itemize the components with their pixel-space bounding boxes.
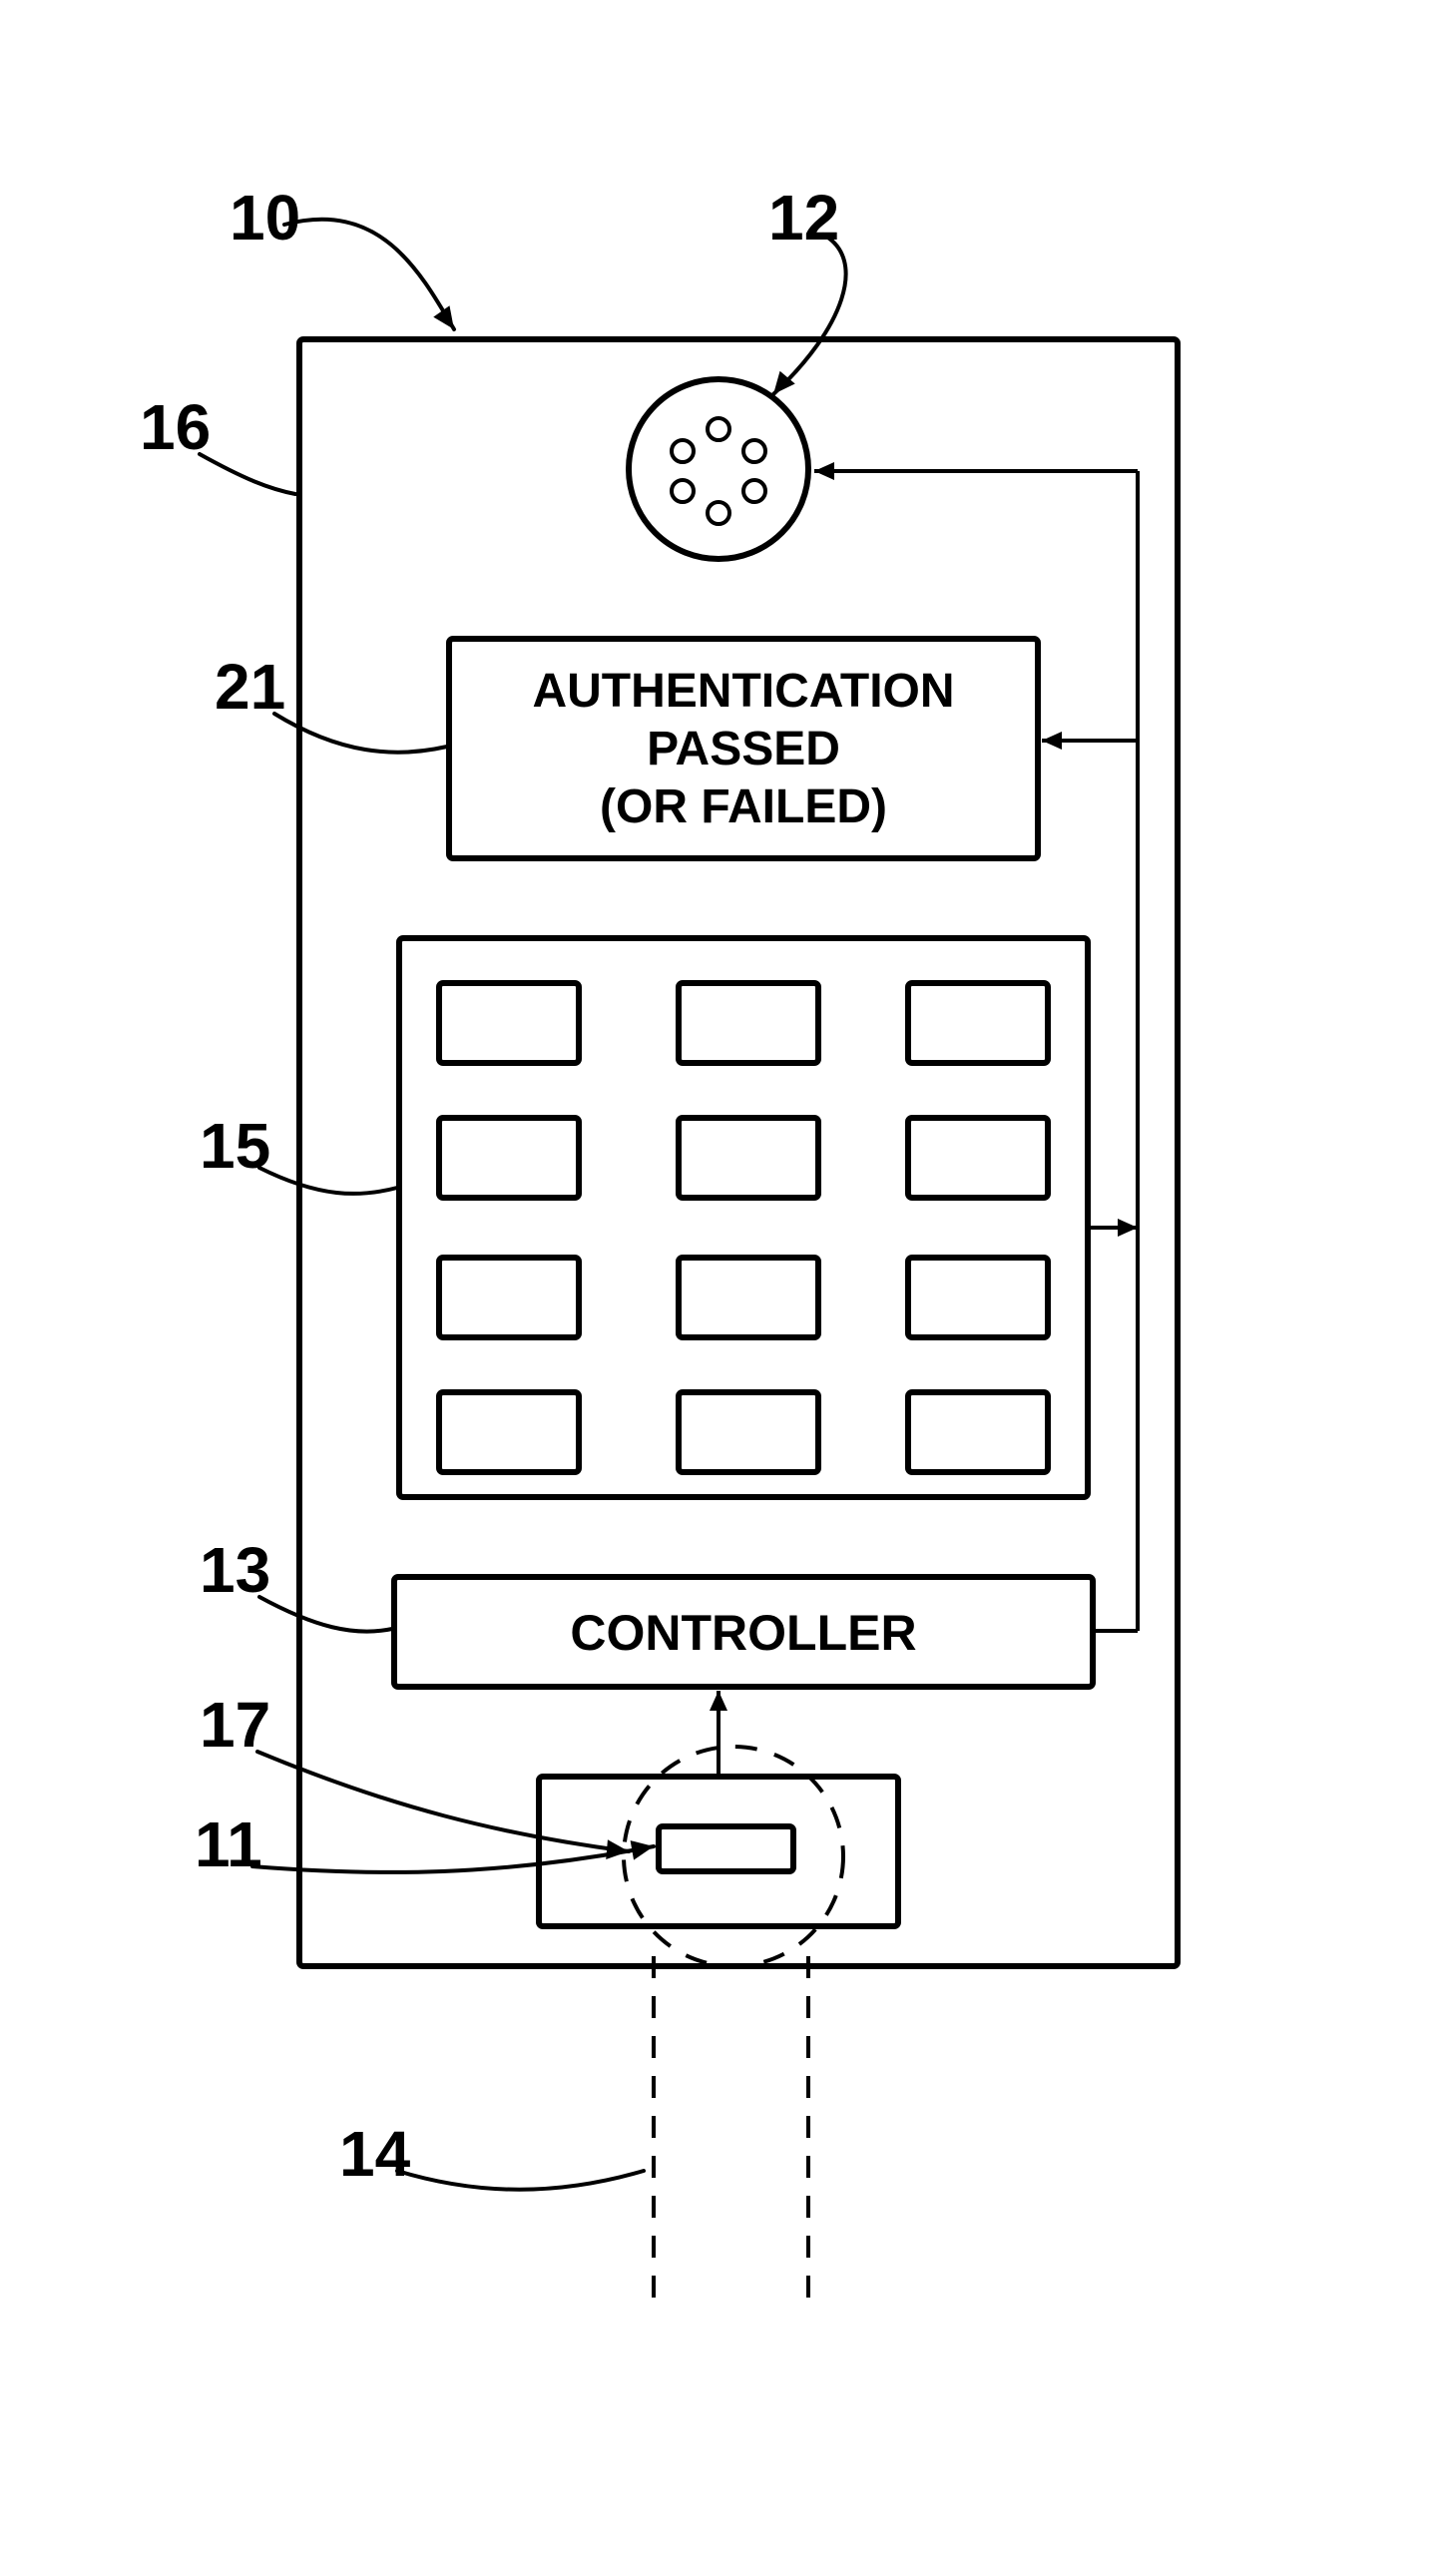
keypad-key[interactable]	[679, 983, 818, 1063]
auth-status-text: AUTHENTICATION	[532, 665, 954, 718]
keypad-key[interactable]	[908, 1118, 1048, 1198]
ref-label-17: 17	[200, 1689, 270, 1761]
keypad-key[interactable]	[908, 1258, 1048, 1337]
keypad-key[interactable]	[439, 1392, 579, 1472]
keypad-panel	[399, 938, 1088, 1497]
ref-label-10: 10	[230, 182, 300, 254]
speaker-icon	[629, 379, 808, 559]
controller-label: CONTROLLER	[570, 1605, 916, 1661]
ref-label-15: 15	[200, 1110, 270, 1182]
ref-label-11: 11	[195, 1808, 262, 1880]
keypad-key[interactable]	[439, 983, 579, 1063]
auth-status-text: PASSED	[647, 723, 840, 775]
sensor-chip	[659, 1826, 793, 1871]
keypad-key[interactable]	[679, 1118, 818, 1198]
keypad-key[interactable]	[679, 1392, 818, 1472]
keypad-key[interactable]	[439, 1118, 579, 1198]
auth-status-text: (OR FAILED)	[600, 780, 887, 833]
keypad-key[interactable]	[439, 1258, 579, 1337]
keypad-key[interactable]	[908, 1392, 1048, 1472]
ref-label-14: 14	[339, 2118, 411, 2190]
ref-label-12: 12	[768, 182, 839, 254]
keypad-key[interactable]	[908, 983, 1048, 1063]
keypad-key[interactable]	[679, 1258, 818, 1337]
